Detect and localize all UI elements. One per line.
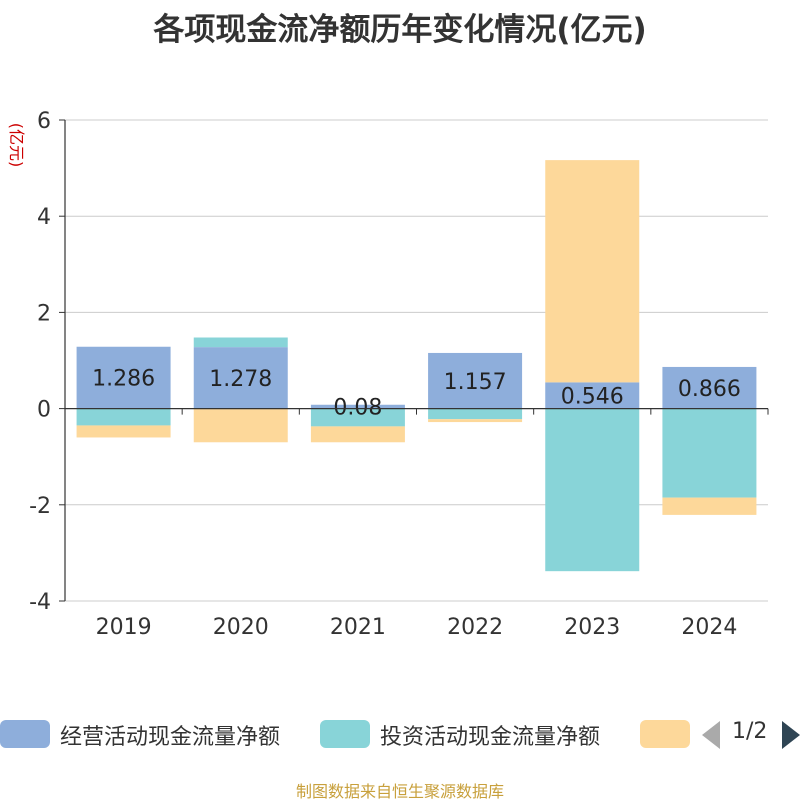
y-tick-label: 4 (37, 205, 51, 230)
data-label: 1.278 (209, 367, 272, 392)
source-note: 制图数据来自恒生聚源数据库 (295, 782, 504, 801)
data-label: 0.546 (561, 384, 624, 409)
legend: 经营活动现金流量净额 投资活动现金流量净额 1/2 (0, 715, 800, 753)
y-axis-title: (亿元) (7, 123, 26, 168)
y-tick-label: -2 (29, 494, 51, 519)
data-label: 0.866 (678, 377, 741, 402)
x-tick-label: 2019 (96, 615, 152, 640)
pager-next-icon[interactable] (782, 721, 800, 749)
legend-pager: 1/2 (700, 715, 800, 753)
bar-operating-2019 (76, 346, 171, 409)
y-tick-label: -4 (29, 590, 51, 615)
bar-investing-2019 (76, 408, 171, 426)
bar-financing-2023 (545, 160, 640, 383)
bar-financing-2021 (310, 426, 405, 443)
bar-investing-2020 (193, 337, 288, 348)
x-tick-label: 2024 (681, 615, 737, 640)
bar-operating-2023 (545, 382, 640, 409)
legend-label-operating: 经营活动现金流量净额 (60, 725, 281, 750)
bar-investing-2021 (310, 408, 405, 427)
legend-swatch-operating (0, 720, 50, 748)
pager-prev-icon[interactable] (702, 721, 720, 749)
data-label: 1.157 (444, 370, 507, 395)
pager-text: 1/2 (732, 719, 768, 744)
chart-title: 各项现金流净额历年变化情况(亿元) (153, 12, 647, 48)
bar-operating-2020 (193, 347, 288, 409)
y-tick-label: 2 (37, 301, 51, 326)
x-tick-label: 2021 (330, 615, 386, 640)
bar-financing-2022 (428, 419, 523, 423)
bar-investing-2022 (428, 408, 523, 420)
bar-financing-2024 (662, 497, 757, 515)
legend-label-investing: 投资活动现金流量净额 (380, 725, 601, 750)
bar-investing-2024 (662, 408, 757, 498)
bar-investing-2023 (545, 408, 640, 572)
bar-operating-2024 (662, 366, 757, 409)
x-tick-label: 2022 (447, 615, 503, 640)
bar-financing-2020 (193, 408, 288, 443)
x-tick-label: 2020 (213, 615, 269, 640)
legend-swatch-investing (320, 720, 370, 748)
x-tick-label: 2023 (564, 615, 620, 640)
bar-operating-2021 (310, 404, 405, 409)
y-tick-label: 0 (37, 398, 51, 423)
bar-operating-2022 (428, 352, 523, 409)
data-label: 1.286 (92, 367, 155, 392)
bar-financing-2019 (76, 425, 171, 438)
y-tick-label: 6 (37, 109, 51, 134)
legend-swatch-financing (640, 720, 690, 748)
